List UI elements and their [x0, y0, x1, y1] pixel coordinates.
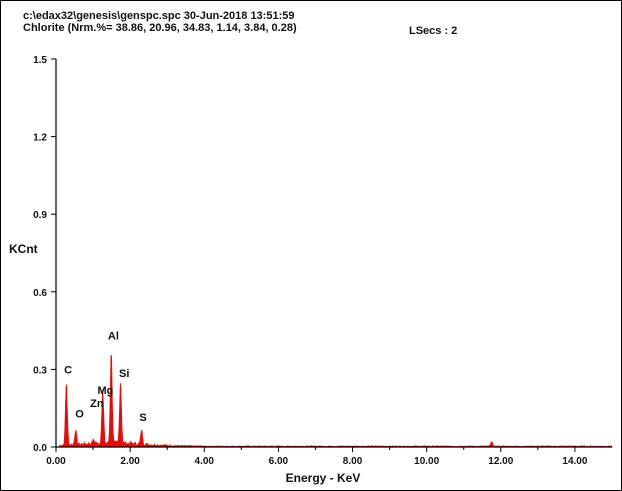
spectrum-trace	[59, 357, 613, 448]
y-axis-label: KCnt	[9, 242, 38, 256]
y-tick-label-1: 0.3	[33, 365, 47, 376]
peak-label-al: Al	[108, 331, 119, 343]
x-tick-label-7: 14.00	[562, 456, 587, 467]
x-tick-label-2: 4.00	[195, 456, 215, 467]
x-tick-label-0: 0.00	[46, 456, 66, 467]
spectrum-layer	[59, 355, 613, 448]
peak-label-zn: Zn	[90, 398, 104, 410]
live-seconds-readout: LSecs : 2	[409, 25, 458, 37]
peak-label-s: S	[139, 412, 146, 424]
peak-label-o: O	[75, 408, 84, 420]
x-tick-label-5: 10.00	[414, 456, 439, 467]
file-info-line: c:\edax32\genesis\genspc.spc 30-Jun-2018…	[23, 10, 295, 22]
y-tick-label-0: 0.0	[33, 443, 47, 454]
peak-label-mg: Mg	[98, 385, 114, 397]
y-tick-label-5: 1.5	[33, 55, 47, 66]
y-tick-label-2: 0.6	[33, 288, 47, 299]
y-tick-label-3: 0.9	[33, 210, 47, 221]
x-axis-label: Energy - KeV	[286, 471, 361, 485]
x-ticks: 0.00 2.00 4.00 6.00 8.00 10.00 12.00 14.00	[46, 447, 588, 467]
y-tick-label-4: 1.2	[33, 133, 47, 144]
x-tick-label-4: 8.00	[343, 456, 363, 467]
sample-composition-line: Chlorite (Nrm.%= 38.86, 20.96, 34.83, 1.…	[23, 22, 297, 34]
peak-label-si: Si	[119, 368, 129, 380]
x-tick-label-1: 2.00	[120, 456, 140, 467]
y-ticks: 0.0 0.3 0.6 0.9 1.2 1.5	[33, 55, 56, 454]
peak-label-c: C	[64, 364, 72, 376]
x-tick-label-3: 6.00	[269, 456, 289, 467]
x-tick-label-6: 12.00	[488, 456, 513, 467]
